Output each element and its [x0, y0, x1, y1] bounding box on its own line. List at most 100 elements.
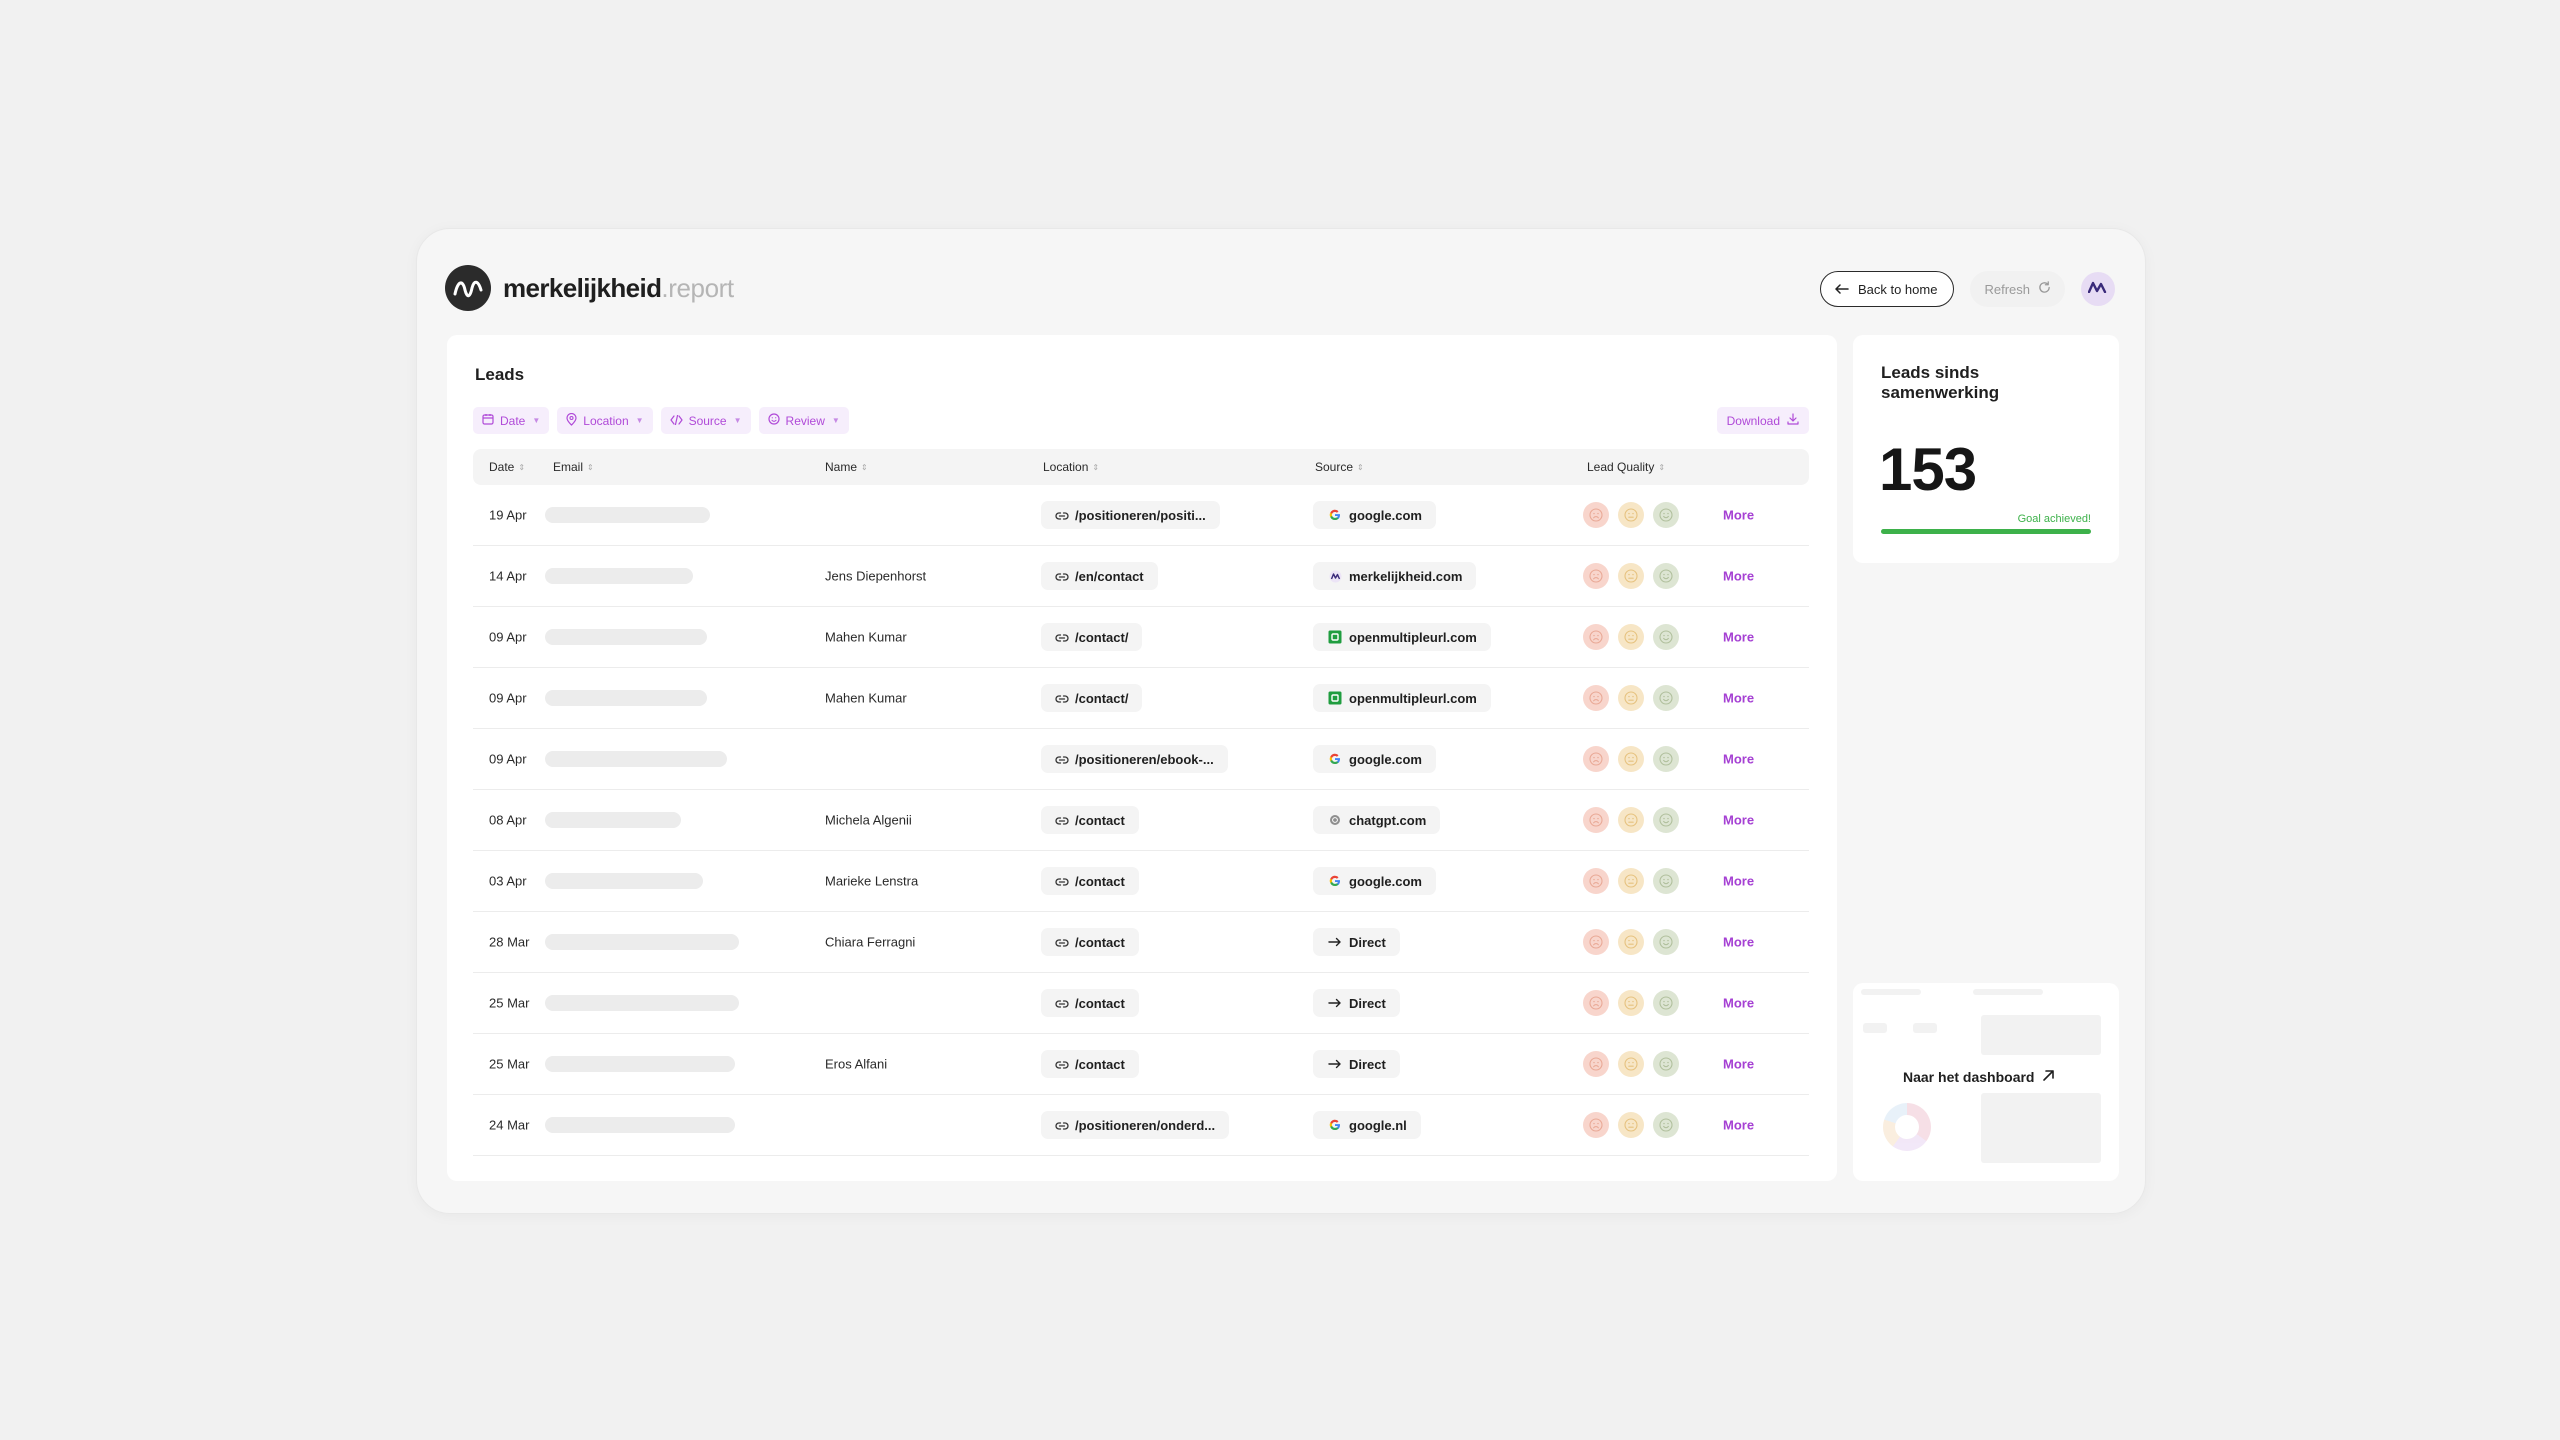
sad-face-icon[interactable]	[1583, 1051, 1609, 1077]
table-row[interactable]: 25 Mar/contact Direct More	[473, 973, 1809, 1034]
sad-face-icon[interactable]	[1583, 502, 1609, 528]
happy-face-icon[interactable]	[1653, 1051, 1679, 1077]
lead-date: 03 Apr	[489, 873, 527, 889]
location-pill[interactable]: /positioneren/positi...	[1041, 501, 1220, 529]
happy-face-icon[interactable]	[1653, 624, 1679, 650]
table-row[interactable]: 24 Mar/positioneren/onderd... google.nl Mo…	[473, 1095, 1809, 1156]
neutral-face-icon[interactable]	[1618, 563, 1644, 589]
sad-face-icon[interactable]	[1583, 563, 1609, 589]
table-row[interactable]: 25 Mar Eros Alfani/contact Direct More	[473, 1034, 1809, 1095]
neutral-face-icon[interactable]	[1618, 990, 1644, 1016]
avatar[interactable]	[2081, 272, 2115, 306]
more-link[interactable]: More	[1723, 690, 1755, 706]
more-link[interactable]: More	[1723, 812, 1755, 828]
location-pill[interactable]: /positioneren/onderd...	[1041, 1111, 1230, 1139]
source-pill[interactable]: Direct	[1313, 928, 1400, 956]
more-link[interactable]: More	[1723, 934, 1755, 950]
table-row[interactable]: 14 Apr Jens Diepenhorst/en/contact merkeli…	[473, 546, 1809, 607]
dashboard-link[interactable]: Naar het dashboard	[1903, 1069, 2055, 1085]
brand-logo[interactable]: merkelijkheid .report	[445, 265, 734, 311]
location-pill[interactable]: /en/contact	[1041, 562, 1158, 590]
happy-face-icon[interactable]	[1653, 807, 1679, 833]
table-row[interactable]: 03 Apr Marieke Lenstra/contact google.com M…	[473, 851, 1809, 912]
neutral-face-icon[interactable]	[1618, 624, 1644, 650]
lead-quality-rating	[1583, 1051, 1679, 1077]
location-pill[interactable]: /contact	[1041, 867, 1139, 895]
neutral-face-icon[interactable]	[1618, 929, 1644, 955]
source-pill[interactable]: Direct	[1313, 1050, 1400, 1078]
happy-face-icon[interactable]	[1653, 746, 1679, 772]
sad-face-icon[interactable]	[1583, 1112, 1609, 1138]
more-link[interactable]: More	[1723, 995, 1755, 1011]
filter-source[interactable]: Source ▼	[660, 407, 751, 434]
dashboard-link-card[interactable]: Naar het dashboard	[1853, 983, 2119, 1181]
table-row[interactable]: 09 Apr/positioneren/ebook-... google.com M…	[473, 729, 1809, 790]
source-pill[interactable]: google.com	[1313, 867, 1436, 895]
download-label: Download	[1726, 413, 1780, 428]
location-pill[interactable]: /contact/	[1041, 684, 1143, 712]
source-pill[interactable]: chatgpt.com	[1313, 806, 1441, 834]
more-link[interactable]: More	[1723, 629, 1755, 645]
neutral-face-icon[interactable]	[1618, 746, 1644, 772]
sad-face-icon[interactable]	[1583, 624, 1609, 650]
filter-location[interactable]: Location ▼	[557, 407, 653, 434]
neutral-face-icon[interactable]	[1618, 807, 1644, 833]
source-pill[interactable]: google.com	[1313, 501, 1436, 529]
more-link[interactable]: More	[1723, 751, 1755, 767]
column-lead-quality[interactable]: Lead Quality ⇕	[1587, 460, 1665, 474]
sad-face-icon[interactable]	[1583, 807, 1609, 833]
location-pill[interactable]: /contact	[1041, 928, 1139, 956]
column-location[interactable]: Location ⇕	[1043, 460, 1099, 474]
sad-face-icon[interactable]	[1583, 929, 1609, 955]
sad-face-icon[interactable]	[1583, 868, 1609, 894]
source-pill[interactable]: merkelijkheid.com	[1313, 562, 1477, 590]
neutral-face-icon[interactable]	[1618, 685, 1644, 711]
location-pill[interactable]: /contact	[1041, 1050, 1139, 1078]
happy-face-icon[interactable]	[1653, 685, 1679, 711]
neutral-face-icon[interactable]	[1618, 502, 1644, 528]
filter-review[interactable]: Review ▼	[758, 407, 849, 434]
neutral-face-icon[interactable]	[1618, 1112, 1644, 1138]
location-pill[interactable]: /contact/	[1041, 623, 1143, 651]
happy-face-icon[interactable]	[1653, 929, 1679, 955]
happy-face-icon[interactable]	[1653, 502, 1679, 528]
more-link[interactable]: More	[1723, 1056, 1755, 1072]
table-row[interactable]: 09 Apr Mahen Kumar/contact/openmultipleur…	[473, 607, 1809, 668]
table-row[interactable]: 09 Apr Mahen Kumar/contact/openmultipleur…	[473, 668, 1809, 729]
sad-face-icon[interactable]	[1583, 990, 1609, 1016]
refresh-label: Refresh	[1984, 281, 2030, 297]
column-name[interactable]: Name ⇕	[825, 460, 868, 474]
source-pill[interactable]: openmultipleurl.com	[1313, 623, 1491, 651]
more-link[interactable]: More	[1723, 873, 1755, 889]
more-link[interactable]: More	[1723, 507, 1755, 523]
location-pill[interactable]: /contact	[1041, 806, 1139, 834]
table-row[interactable]: 19 Apr/positioneren/positi... google.com M…	[473, 485, 1809, 546]
download-button[interactable]: Download	[1716, 407, 1809, 434]
column-source[interactable]: Source ⇕	[1315, 460, 1364, 474]
filter-date[interactable]: Date ▼	[473, 407, 550, 434]
refresh-button[interactable]: Refresh	[1970, 271, 2065, 307]
back-to-home-button[interactable]: Back to home	[1819, 271, 1955, 307]
neutral-face-icon[interactable]	[1618, 868, 1644, 894]
more-link[interactable]: More	[1723, 568, 1755, 584]
happy-face-icon[interactable]	[1653, 1112, 1679, 1138]
table-row[interactable]: 08 Apr Michela Algenii/contact chatgpt.com…	[473, 790, 1809, 851]
location-label: /contact	[1075, 873, 1125, 889]
happy-face-icon[interactable]	[1653, 990, 1679, 1016]
more-link[interactable]: More	[1723, 1117, 1755, 1133]
sad-face-icon[interactable]	[1583, 685, 1609, 711]
column-email[interactable]: Email ⇕	[553, 460, 594, 474]
source-pill[interactable]: google.nl	[1313, 1111, 1421, 1139]
location-pill[interactable]: /positioneren/ebook-...	[1041, 745, 1228, 773]
column-date[interactable]: Date ⇕	[489, 460, 525, 474]
location-pill[interactable]: /contact	[1041, 989, 1139, 1017]
filter-location-label: Location	[583, 413, 629, 428]
source-pill[interactable]: Direct	[1313, 989, 1400, 1017]
table-row[interactable]: 28 Mar Chiara Ferragni/contact Direct More	[473, 912, 1809, 973]
source-pill[interactable]: openmultipleurl.com	[1313, 684, 1491, 712]
source-pill[interactable]: google.com	[1313, 745, 1436, 773]
happy-face-icon[interactable]	[1653, 868, 1679, 894]
sad-face-icon[interactable]	[1583, 746, 1609, 772]
neutral-face-icon[interactable]	[1618, 1051, 1644, 1077]
happy-face-icon[interactable]	[1653, 563, 1679, 589]
